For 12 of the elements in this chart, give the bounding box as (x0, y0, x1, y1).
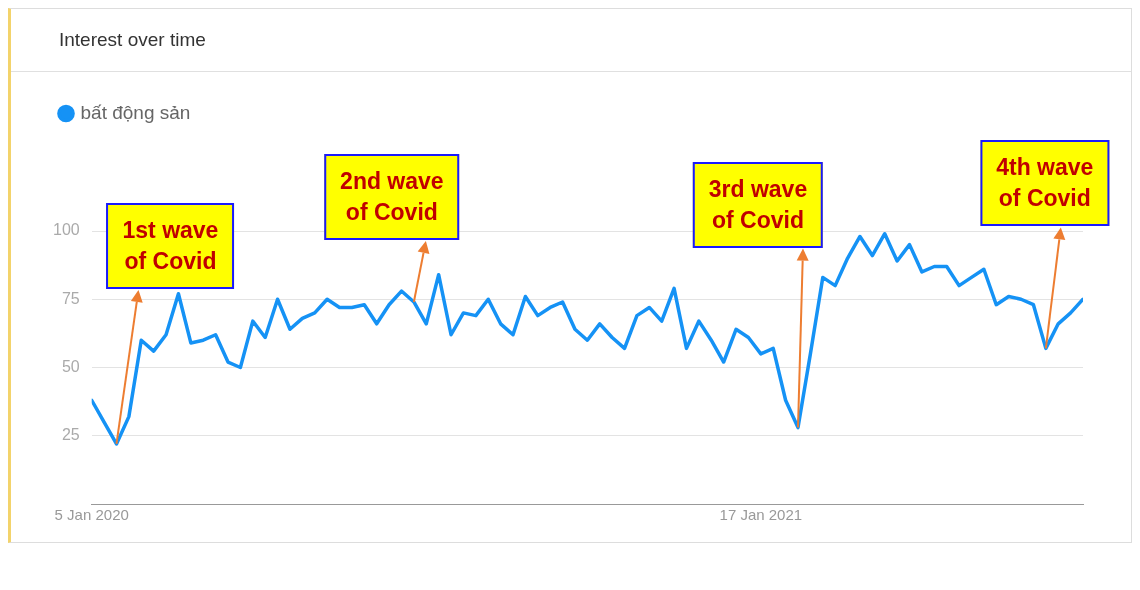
legend-label: bất động sản (80, 101, 191, 123)
annotation: 3rd wave of Covid (708, 174, 808, 235)
annotation: 2nd wave of Covid (340, 166, 444, 227)
y-tick-label: 25 (61, 426, 80, 444)
y-tick-label: 100 (52, 221, 80, 239)
x-tick-label: 17 Jan 2021 (719, 506, 803, 524)
annotation: 1st wave of Covid (122, 215, 219, 276)
y-tick-label: 75 (61, 289, 80, 307)
x-tick-label: 5 Jan 2020 (54, 506, 129, 524)
chart-title: Interest over time (11, 9, 1131, 72)
annotation: 4th wave of Covid (996, 153, 1094, 214)
y-tick-label: 50 (61, 357, 80, 375)
